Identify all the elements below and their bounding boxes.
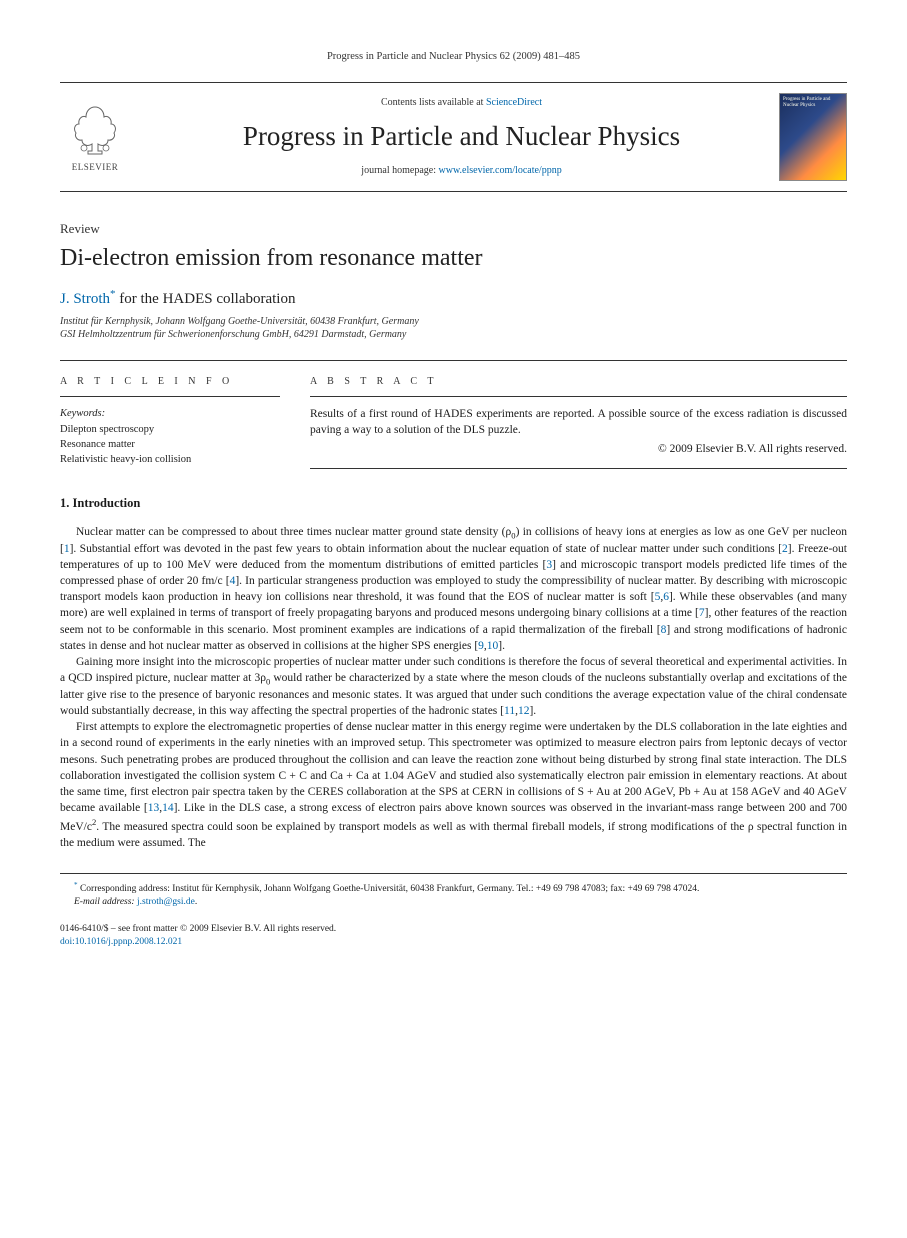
paragraph-2: Gaining more insight into the microscopi… xyxy=(60,654,847,720)
cover-title: Progress in Particle and Nuclear Physics xyxy=(783,97,843,108)
keyword-3: Relativistic heavy-ion collision xyxy=(60,453,280,468)
running-header: Progress in Particle and Nuclear Physics… xyxy=(60,50,847,64)
contents-available-line: Contents lists available at ScienceDirec… xyxy=(144,96,779,110)
keyword-2: Resonance matter xyxy=(60,438,280,453)
front-matter-line: 0146-6410/$ – see front matter © 2009 El… xyxy=(60,923,847,936)
footnotes: * Corresponding address: Institut für Ke… xyxy=(60,873,847,909)
abstract-column: A B S T R A C T Results of a first round… xyxy=(310,375,847,469)
email-label: E-mail address: xyxy=(74,897,137,907)
elsevier-logo: ELSEVIER xyxy=(60,97,130,177)
abstract-copyright: © 2009 Elsevier B.V. All rights reserved… xyxy=(310,442,847,458)
p1-text-j: ]. xyxy=(498,640,505,652)
ref-14[interactable]: 14 xyxy=(162,802,174,814)
info-abstract-row: A R T I C L E I N F O Keywords: Dilepton… xyxy=(60,360,847,469)
p1-text-c: ]. Substantial effort was devoted in the… xyxy=(70,543,782,555)
homepage-prefix: journal homepage: xyxy=(361,165,438,176)
page-footer: 0146-6410/$ – see front matter © 2009 El… xyxy=(60,923,847,949)
doi-label[interactable]: doi: xyxy=(60,937,75,947)
affiliation-1: Institut für Kernphysik, Johann Wolfgang… xyxy=(60,315,847,329)
p2-text-c: ]. xyxy=(529,705,536,717)
affiliation-2: GSI Helmholtzzentrum für Schwerionenfors… xyxy=(60,328,847,342)
article-info-heading: A R T I C L E I N F O xyxy=(60,375,280,398)
corresponding-author-footnote: * Corresponding address: Institut für Ke… xyxy=(60,881,847,896)
masthead-center: Contents lists available at ScienceDirec… xyxy=(144,96,779,177)
email-link[interactable]: j.stroth@gsi.de xyxy=(137,897,195,907)
contents-prefix: Contents lists available at xyxy=(381,97,486,108)
elsevier-tree-icon xyxy=(68,101,122,159)
ref-11[interactable]: 11 xyxy=(504,705,515,717)
journal-name: Progress in Particle and Nuclear Physics xyxy=(144,118,779,154)
homepage-link[interactable]: www.elsevier.com/locate/ppnp xyxy=(439,165,562,176)
author-line: J. Stroth* for the HADES collaboration xyxy=(60,287,847,309)
journal-masthead: ELSEVIER Contents lists available at Sci… xyxy=(60,82,847,192)
p3-text-a: First attempts to explore the electromag… xyxy=(60,721,847,813)
author-name-link[interactable]: J. Stroth xyxy=(60,291,110,307)
corr-text: Corresponding address: Institut für Kern… xyxy=(78,884,700,894)
paragraph-3: First attempts to explore the electromag… xyxy=(60,719,847,851)
p3-text-c: . The measured spectra could soon be exp… xyxy=(60,821,847,849)
paragraph-1: Nuclear matter can be compressed to abou… xyxy=(60,524,847,654)
journal-cover-thumbnail: Progress in Particle and Nuclear Physics xyxy=(779,93,847,181)
abstract-rule xyxy=(310,468,847,469)
article-info-column: A R T I C L E I N F O Keywords: Dilepton… xyxy=(60,375,280,469)
keywords-label: Keywords: xyxy=(60,407,280,421)
section-1-heading: 1. Introduction xyxy=(60,495,847,512)
affiliations: Institut für Kernphysik, Johann Wolfgang… xyxy=(60,315,847,342)
journal-homepage-line: journal homepage: www.elsevier.com/locat… xyxy=(144,164,779,178)
abstract-text: Results of a first round of HADES experi… xyxy=(310,407,847,438)
p1-text-a: Nuclear matter can be compressed to abou… xyxy=(76,526,511,538)
sciencedirect-link[interactable]: ScienceDirect xyxy=(486,97,542,108)
elsevier-label: ELSEVIER xyxy=(72,161,119,173)
ref-10[interactable]: 10 xyxy=(487,640,499,652)
doi-link[interactable]: 10.1016/j.ppnp.2008.12.021 xyxy=(75,937,182,947)
email-period: . xyxy=(195,897,197,907)
article-type: Review xyxy=(60,220,847,238)
doi-line: doi:10.1016/j.ppnp.2008.12.021 xyxy=(60,936,847,949)
abstract-heading: A B S T R A C T xyxy=(310,375,847,398)
ref-13[interactable]: 13 xyxy=(148,802,160,814)
ref-12[interactable]: 12 xyxy=(518,705,530,717)
article-title: Di-electron emission from resonance matt… xyxy=(60,244,847,273)
author-collaboration: for the HADES collaboration xyxy=(116,291,296,307)
keyword-1: Dilepton spectroscopy xyxy=(60,423,280,438)
email-footnote: E-mail address: j.stroth@gsi.de. xyxy=(60,896,847,909)
